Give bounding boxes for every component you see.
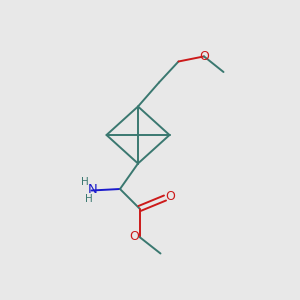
Text: O: O [129, 230, 139, 244]
Text: H: H [81, 177, 89, 187]
Text: N: N [88, 183, 98, 196]
Text: H: H [85, 194, 92, 205]
Text: O: O [166, 190, 175, 203]
Text: O: O [199, 50, 209, 63]
